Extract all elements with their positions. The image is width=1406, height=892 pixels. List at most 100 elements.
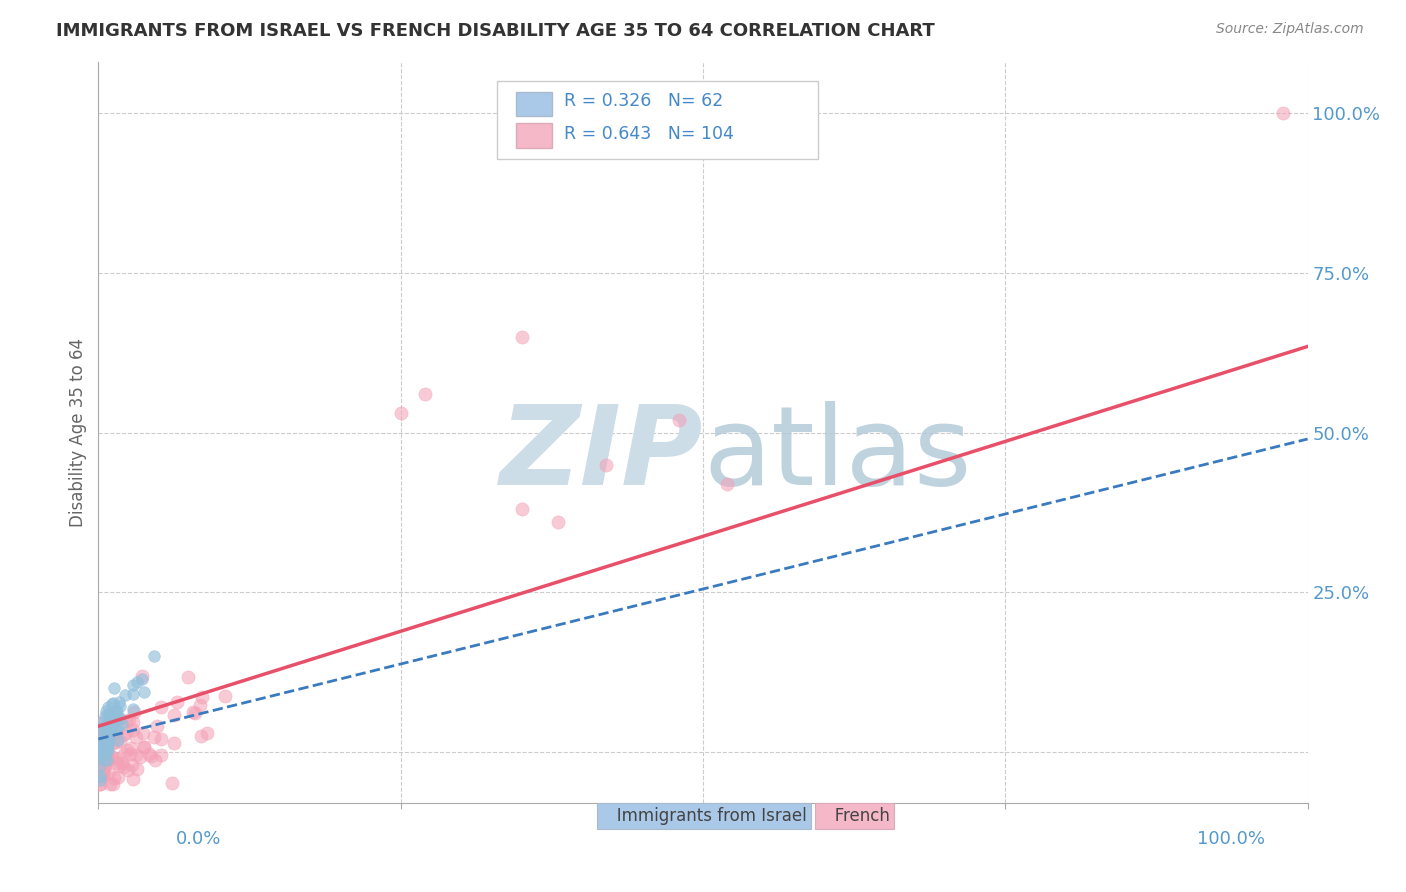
Point: [97, 707, 120, 722]
Point: [94, 745, 117, 759]
Text: Source: ZipAtlas.com: Source: ZipAtlas.com: [1216, 22, 1364, 37]
Point: [115, 714, 138, 729]
Point: [104, 722, 127, 736]
Point: [90, 740, 112, 755]
Point: [105, 704, 128, 718]
Point: [214, 689, 236, 703]
Point: [103, 681, 125, 696]
Point: [104, 713, 127, 727]
Point: [129, 749, 152, 764]
Point: [98, 715, 121, 730]
Point: [103, 771, 125, 785]
FancyBboxPatch shape: [498, 81, 818, 159]
Point: [112, 747, 135, 762]
Point: [89, 773, 111, 788]
Point: [91, 739, 114, 753]
Point: [595, 458, 617, 472]
Point: [94, 708, 117, 723]
Point: [94, 730, 117, 744]
Point: [191, 690, 214, 705]
Point: [105, 708, 128, 723]
Text: French: French: [818, 807, 890, 825]
Point: [94, 719, 117, 733]
Point: [162, 776, 184, 790]
Point: [122, 687, 145, 701]
Point: [107, 770, 129, 784]
Point: [100, 698, 122, 712]
Point: [150, 700, 173, 714]
Point: [107, 733, 129, 747]
Point: [96, 732, 118, 747]
Point: [89, 764, 111, 778]
Point: [91, 763, 114, 777]
Point: [108, 759, 131, 773]
Point: [127, 674, 149, 689]
Point: [89, 739, 111, 754]
Point: [90, 733, 112, 747]
Point: [96, 740, 118, 755]
Point: [127, 762, 149, 776]
Point: [110, 711, 132, 725]
Point: [97, 750, 120, 764]
Point: [139, 748, 162, 763]
Point: [547, 515, 569, 529]
Point: [122, 723, 145, 737]
Point: [132, 726, 155, 740]
Text: R = 0.326   N= 62: R = 0.326 N= 62: [564, 92, 723, 110]
Point: [91, 754, 114, 768]
Point: [96, 734, 118, 748]
Point: [177, 669, 200, 683]
Point: [104, 735, 127, 749]
Point: [87, 751, 110, 765]
Point: [90, 742, 112, 756]
Point: [163, 736, 186, 750]
Point: [190, 729, 212, 743]
Point: [90, 745, 112, 759]
Point: [97, 737, 120, 751]
Point: [89, 767, 111, 781]
Point: [93, 740, 115, 755]
Point: [103, 710, 125, 724]
Point: [96, 722, 118, 736]
Point: [122, 772, 145, 787]
Point: [142, 648, 165, 663]
Point: [89, 724, 111, 739]
Point: [143, 753, 166, 767]
Point: [98, 723, 121, 738]
Text: R = 0.643   N= 104: R = 0.643 N= 104: [564, 125, 734, 144]
Point: [96, 731, 118, 746]
Point: [89, 747, 111, 761]
Point: [96, 739, 118, 754]
Point: [91, 738, 114, 752]
Point: [117, 763, 139, 777]
Point: [125, 748, 148, 763]
Point: [98, 706, 121, 720]
Point: [100, 749, 122, 764]
Point: [101, 696, 124, 710]
Point: [100, 733, 122, 747]
Point: [101, 719, 124, 733]
Point: [104, 706, 127, 720]
Point: [107, 695, 129, 709]
Point: [118, 714, 141, 728]
Text: 0.0%: 0.0%: [176, 830, 221, 847]
Point: [108, 713, 131, 727]
Point: [195, 726, 218, 740]
Point: [94, 738, 117, 752]
Text: atlas: atlas: [703, 401, 972, 508]
Point: [98, 777, 121, 791]
Point: [105, 752, 128, 766]
Point: [510, 330, 533, 344]
Point: [132, 685, 155, 699]
Point: [87, 721, 110, 735]
Point: [124, 705, 146, 719]
Point: [413, 387, 436, 401]
Point: [389, 407, 412, 421]
Text: IMMIGRANTS FROM ISRAEL VS FRENCH DISABILITY AGE 35 TO 64 CORRELATION CHART: IMMIGRANTS FROM ISRAEL VS FRENCH DISABIL…: [56, 22, 935, 40]
Point: [150, 732, 173, 747]
Point: [120, 747, 142, 761]
Point: [89, 745, 111, 759]
Point: [111, 728, 134, 742]
Point: [105, 720, 128, 734]
Point: [101, 777, 124, 791]
